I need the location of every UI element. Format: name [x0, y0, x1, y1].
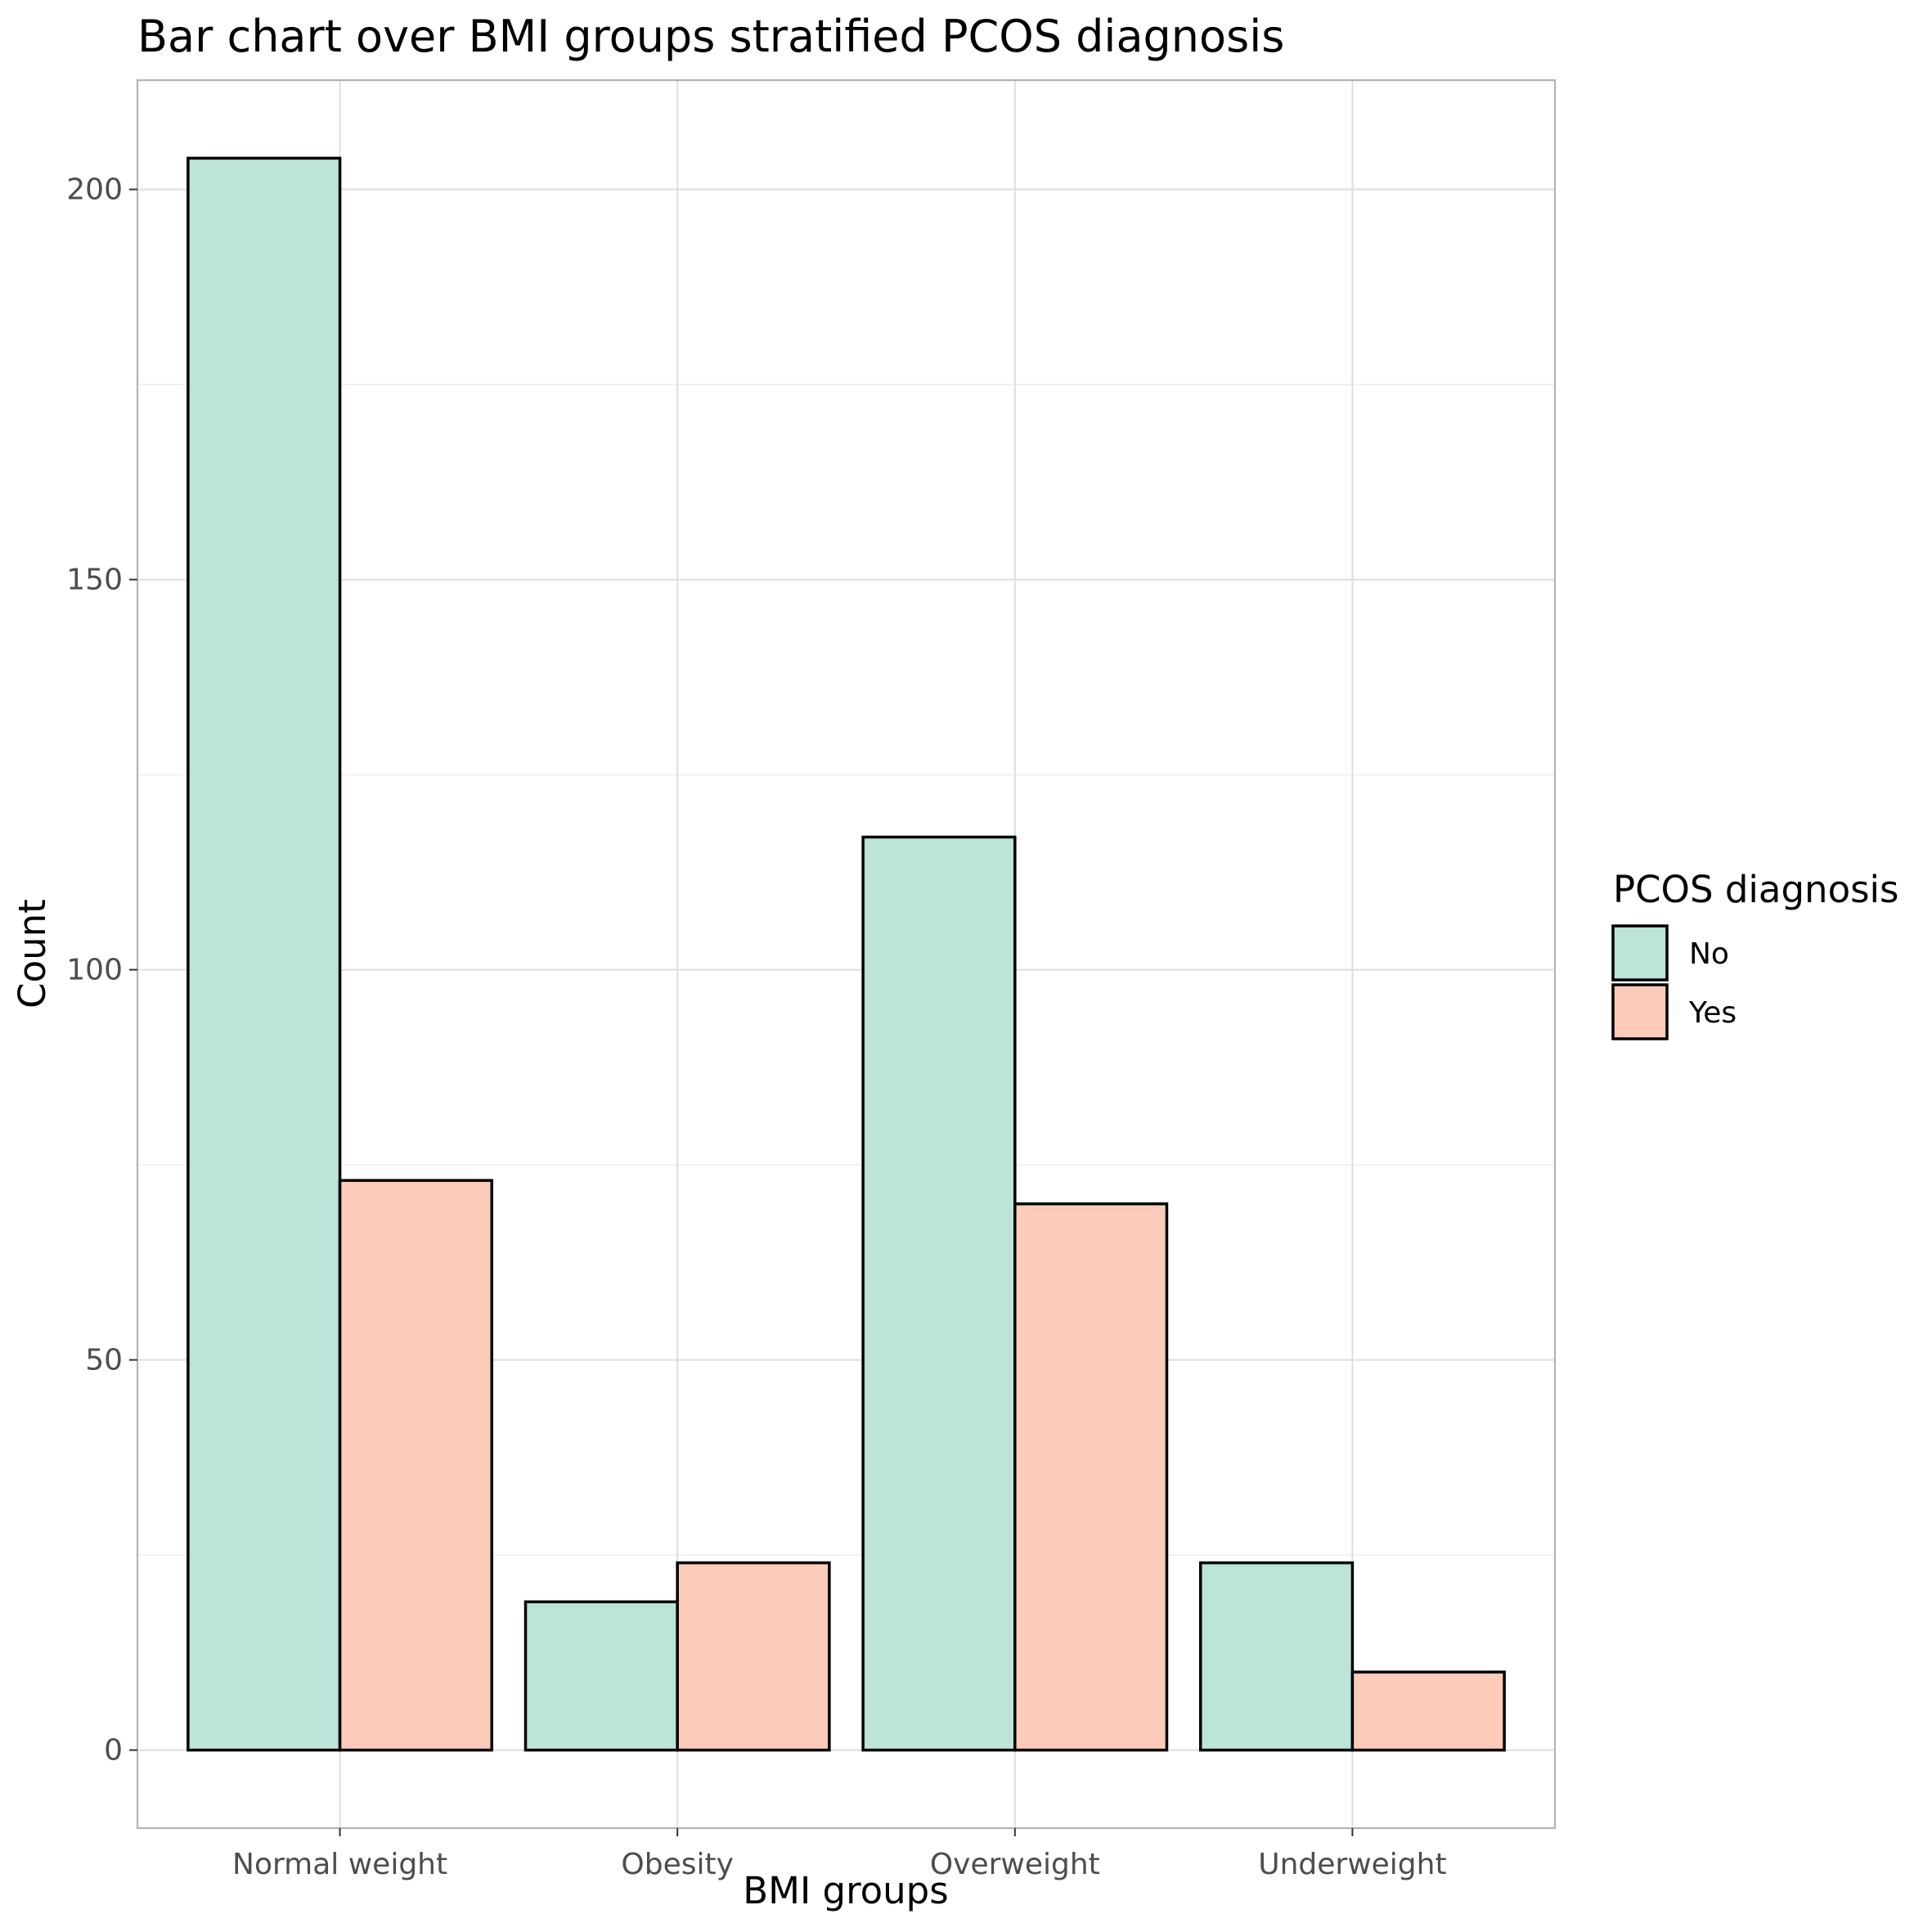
- legend-label-yes: Yes: [1688, 996, 1737, 1030]
- y-tick-label: 50: [85, 1344, 123, 1377]
- y-axis: 0 50 100 150 200: [66, 173, 137, 1768]
- x-axis-title: BMI groups: [743, 1869, 948, 1912]
- bar-no-overweight: [861, 835, 1017, 1752]
- bar-no-underweight: [1199, 1561, 1355, 1752]
- legend-label-no: No: [1689, 937, 1729, 971]
- y-tick-label: 100: [66, 954, 123, 987]
- plot-panel-border: [136, 79, 1557, 1830]
- legend-key-yes: [1611, 983, 1669, 1040]
- x-tick-label: Normal weight: [232, 1848, 447, 1881]
- x-tick-label: Overweight: [930, 1848, 1100, 1881]
- bar-no-obesity: [523, 1600, 679, 1752]
- y-axis-title: Count: [11, 899, 54, 1009]
- bar-yes-normal-weight: [338, 1179, 494, 1752]
- bars: [186, 156, 1506, 1752]
- x-tick-label: Underweight: [1258, 1848, 1446, 1881]
- bar-no-normal-weight: [186, 156, 342, 1752]
- bar-yes-overweight: [1013, 1202, 1169, 1752]
- chart-title: Bar chart over BMI groups stratified PCO…: [137, 11, 1284, 62]
- x-tick-label: Obesity: [621, 1848, 734, 1881]
- bar-yes-underweight: [1350, 1670, 1506, 1752]
- legend-key-no: [1611, 924, 1669, 982]
- y-tick-label: 150: [66, 564, 123, 597]
- y-tick-label: 200: [66, 173, 123, 207]
- legend: PCOS diagnosis No Yes: [1611, 868, 1899, 1040]
- x-axis: Normal weight Obesity Overweight Underweigh…: [232, 1828, 1447, 1881]
- bar-yes-obesity: [676, 1561, 831, 1752]
- legend-title: PCOS diagnosis: [1613, 868, 1899, 911]
- y-tick-label: 0: [104, 1734, 123, 1768]
